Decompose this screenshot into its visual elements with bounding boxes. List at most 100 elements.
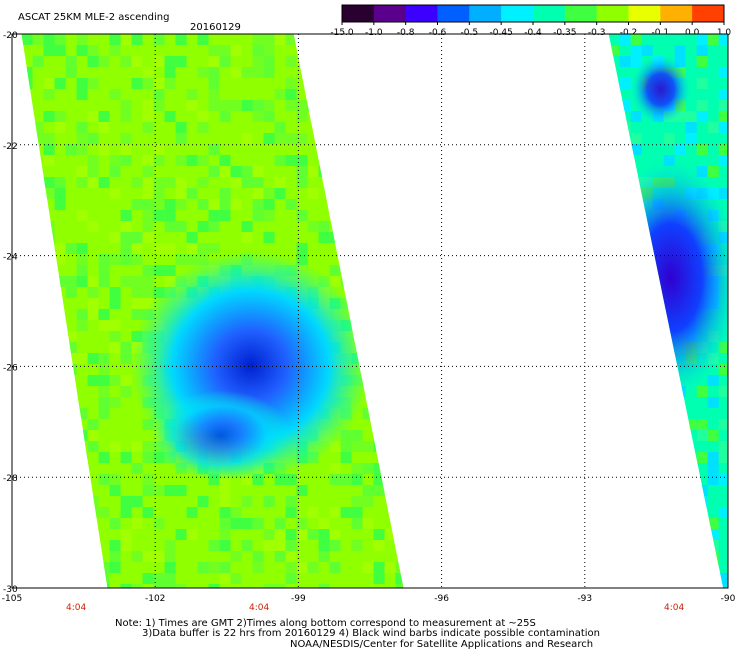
swath-cell <box>208 122 220 133</box>
swath-cell <box>340 188 352 199</box>
swath-cell <box>608 298 620 309</box>
swath-cell <box>307 573 319 584</box>
swath-cell <box>76 210 88 221</box>
swath-cell <box>87 177 99 188</box>
swath-cell <box>98 507 110 518</box>
swath-cell <box>630 45 642 56</box>
swath-cell <box>707 122 719 133</box>
swath-cell <box>76 320 88 331</box>
swath-cell <box>175 265 187 276</box>
swath-cell <box>318 452 330 463</box>
swath-cell <box>197 496 209 507</box>
swath-cell <box>241 100 253 111</box>
swath-cell <box>696 144 708 155</box>
swath-cell <box>263 496 275 507</box>
swath-cell <box>32 375 44 386</box>
swath-cell <box>707 452 719 463</box>
swath-cell <box>98 573 110 584</box>
swath-cell <box>329 155 341 166</box>
swath-cell <box>718 584 728 588</box>
swath-cell <box>120 375 132 386</box>
swath-cell <box>142 452 154 463</box>
swath-cell <box>707 474 719 485</box>
swath-cell <box>87 133 99 144</box>
swath-cell <box>164 122 176 133</box>
swath-cell <box>718 507 728 518</box>
swath-cell <box>142 254 154 265</box>
swath-cell <box>76 474 88 485</box>
swath-cell <box>43 540 55 551</box>
swath-cell <box>164 485 176 496</box>
swath-cell <box>296 100 308 111</box>
swath-cell <box>296 254 308 265</box>
swath-cell <box>219 111 231 122</box>
swath-cell <box>32 254 44 265</box>
swath-cell <box>87 584 99 588</box>
swath-cell <box>197 177 209 188</box>
swath-cell <box>318 67 330 78</box>
swath-cell <box>641 529 653 540</box>
swath-cell <box>685 111 697 122</box>
swath-cell <box>630 133 642 144</box>
swath-cell <box>98 56 110 67</box>
swath-cell <box>296 34 308 45</box>
swath-cell <box>54 276 66 287</box>
swath-cell <box>197 562 209 573</box>
swath-cell <box>329 45 341 56</box>
swath-cell <box>296 111 308 122</box>
swath-cell <box>619 320 631 331</box>
swath-cell <box>21 155 33 166</box>
swath-cell <box>630 320 642 331</box>
swath-cell <box>362 78 374 89</box>
swath-cell <box>373 221 385 232</box>
y-tick-label: -24 <box>3 253 18 263</box>
swath-cell <box>395 243 404 254</box>
swath-cell <box>21 243 33 254</box>
swath-cell <box>120 34 132 45</box>
swath-cell <box>340 441 352 452</box>
swath-cell <box>252 56 264 67</box>
swath-cell <box>241 496 253 507</box>
swath-cell <box>98 210 110 221</box>
swath-cell <box>384 34 396 45</box>
swath-cell <box>21 320 33 331</box>
swath-cell <box>718 188 728 199</box>
swath-cell <box>351 474 363 485</box>
swath-cell <box>43 100 55 111</box>
swath-cell <box>384 375 396 386</box>
swath-cell <box>630 573 642 584</box>
swath-cell <box>120 551 132 562</box>
swath-cell <box>608 408 620 419</box>
swath-cell <box>87 122 99 133</box>
swath-cell <box>718 386 728 397</box>
swath-cell <box>619 397 631 408</box>
swath-cell <box>164 540 176 551</box>
chart-title: ASCAT 25KM MLE-2 ascending <box>18 12 169 23</box>
swath-cell <box>384 430 396 441</box>
swath-cell <box>142 551 154 562</box>
swath-cell <box>351 276 363 287</box>
swath-cell <box>131 122 143 133</box>
swath-cell <box>131 177 143 188</box>
swath-cell <box>87 518 99 529</box>
swath-cell <box>219 166 231 177</box>
swath-cell <box>274 551 286 562</box>
swath-cell <box>307 89 319 100</box>
swath-cell <box>76 78 88 89</box>
chart-date: 20160129 <box>190 22 241 33</box>
swath-cell <box>87 56 99 67</box>
swath-cell <box>21 67 33 78</box>
swath-cell <box>718 111 728 122</box>
swath-cell <box>87 562 99 573</box>
swath-cell <box>362 111 374 122</box>
swath-cell <box>65 419 77 430</box>
swath-cell <box>54 419 66 430</box>
swath-cell <box>186 177 198 188</box>
swath-cell <box>641 452 653 463</box>
swath-cell <box>219 199 231 210</box>
swath-cell <box>296 210 308 221</box>
swath-cell <box>219 518 231 529</box>
swath-cell <box>318 518 330 529</box>
swath-cell <box>76 309 88 320</box>
swath-cell <box>630 122 642 133</box>
